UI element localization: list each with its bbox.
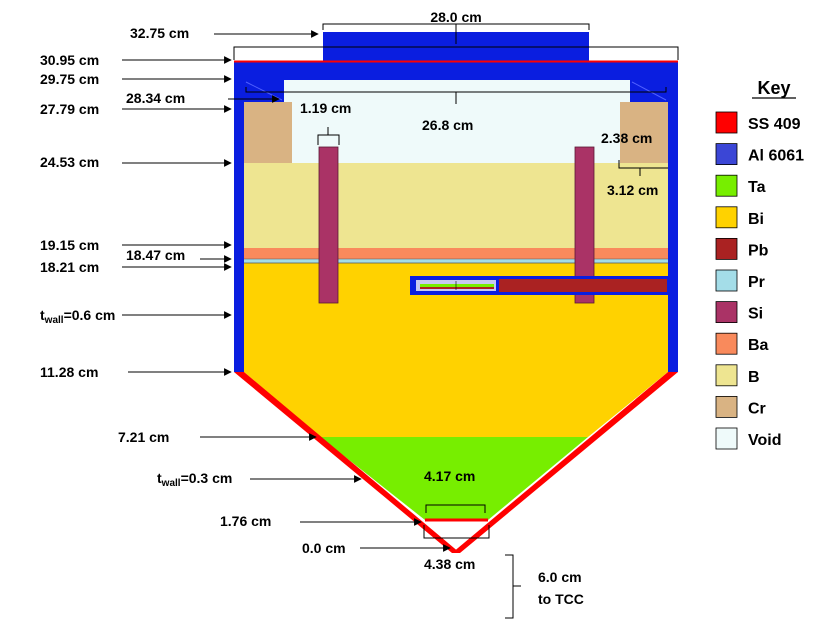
cr-block-left [244, 102, 292, 163]
ba-layer [244, 248, 668, 259]
label-438cm: 4.38 cm [424, 556, 475, 572]
label-cr-height: 3.12 cm [607, 182, 658, 198]
key-label-al-6061: Al 6061 [748, 148, 804, 165]
ss409-cone-right [452, 372, 678, 553]
key-label-ss-409: SS 409 [748, 116, 801, 133]
key-swatch-cr [715, 395, 738, 418]
key-swatch-pb [715, 237, 738, 260]
label-si-width: 1.19 cm [300, 100, 351, 116]
bi-region [244, 263, 668, 437]
key-swatch-b [715, 364, 738, 387]
al-wall-left [234, 62, 244, 372]
label-3095cm: 30.95 cm [40, 52, 99, 68]
b-layer [244, 163, 668, 248]
label-2779cm: 27.79 cm [40, 101, 99, 117]
label-417cm: 4.17 cm [424, 468, 475, 484]
key-swatch-si [715, 301, 738, 324]
label-00cm: 0.0 cm [302, 540, 346, 556]
label-tcc-line1: 6.0 cm [538, 569, 582, 585]
label-twall-03: twall=0.3 cm [157, 470, 232, 489]
label-176cm: 1.76 cm [220, 513, 271, 529]
pb-strip-small [420, 287, 494, 289]
key-swatch-ss-409 [715, 111, 738, 134]
label-cr-width: 2.38 cm [601, 130, 652, 146]
key-label-void: Void [748, 432, 781, 449]
key-label-ta: Ta [748, 179, 766, 196]
ss409-cone-left [234, 372, 460, 553]
label-721cm: 7.21 cm [118, 429, 169, 445]
label-1821cm: 18.21 cm [40, 259, 99, 275]
label-1128cm: 11.28 cm [40, 364, 98, 380]
material-key: Key SS 409 Al 6061 Ta Bi Pb Pr Si Ba B Cr Void [715, 78, 804, 450]
label-tcc-line2: to TCC [538, 591, 584, 607]
dimension-brackets [233, 23, 679, 619]
key-swatch-al-6061 [715, 143, 738, 166]
key-label-b: B [748, 369, 760, 386]
label-28cm: 28.0 cm [430, 9, 481, 25]
key-label-cr: Cr [748, 400, 766, 417]
label-3275cm: 32.75 cm [130, 25, 189, 41]
key-title: Key [757, 78, 790, 98]
label-2453cm: 24.53 cm [40, 154, 99, 170]
dimension-labels: 28.0 cm 32.75 cm 30.95 cm 29.75 cm 28.34… [40, 9, 658, 607]
key-label-pb: Pb [748, 242, 769, 259]
ta-strip [420, 284, 494, 287]
pr-layer [244, 259, 668, 263]
label-2975cm: 29.75 cm [40, 71, 99, 87]
leader-arrows [122, 30, 451, 552]
al-wall-right [668, 62, 678, 372]
label-1915cm: 19.15 cm [40, 237, 99, 253]
key-swatch-void [715, 427, 738, 450]
void-tip [425, 520, 488, 549]
al-lid [234, 62, 678, 80]
key-label-pr: Pr [748, 274, 765, 291]
label-twall-06: twall=0.6 cm [40, 307, 115, 326]
si-rod-left [318, 146, 339, 304]
si-rod-right [574, 146, 595, 304]
cr-block-right [620, 102, 668, 163]
key-swatch-ta [715, 174, 738, 197]
label-2834cm: 28.34 cm [126, 90, 185, 106]
ta-region [320, 437, 588, 520]
key-label-bi: Bi [748, 211, 764, 228]
key-label-si: Si [748, 306, 763, 323]
label-void-width: 26.8 cm [422, 117, 473, 133]
label-1847cm: 18.47 cm [126, 247, 185, 263]
key-label-ba: Ba [748, 337, 769, 354]
key-swatch-pr [715, 269, 738, 292]
key-swatch-ba [715, 332, 738, 355]
pb-bar [499, 279, 667, 292]
key-swatch-bi [715, 206, 738, 229]
